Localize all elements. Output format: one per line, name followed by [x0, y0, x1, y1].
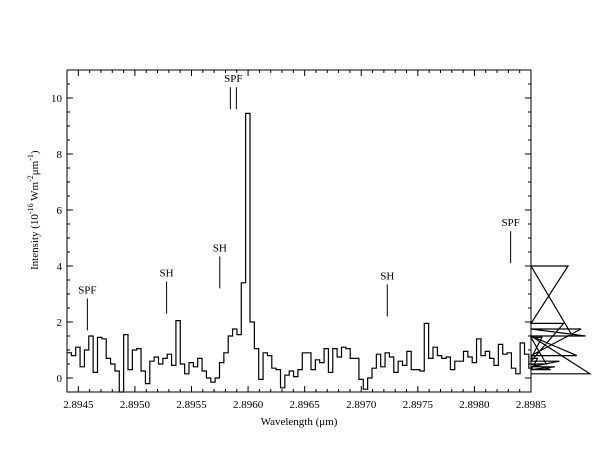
annotation-label: SH — [213, 242, 227, 254]
annotation-label: SPF — [501, 217, 519, 229]
x-axis-label: Wavelength (μm) — [261, 416, 338, 428]
x-tick-label: 2.8960 — [233, 399, 264, 411]
y-tick-label: 2 — [57, 317, 63, 329]
x-tick-label: 2.8980 — [459, 399, 490, 411]
annotation-layer: SPF SH SH SPF SH SPF — [78, 73, 520, 331]
x-tick-label: 2.8975 — [403, 399, 434, 411]
x-tick-label: 2.8965 — [290, 399, 321, 411]
annotation-label: SH — [380, 270, 394, 282]
annotation-label: SPF — [78, 284, 96, 296]
y-axis-label: Intensity (10-16 Wm-2μm-1) — [26, 150, 41, 270]
y-tick-label: 6 — [57, 205, 63, 217]
x-tick-label: 2.8950 — [120, 399, 151, 411]
x-tick-label: 2.8945 — [63, 399, 94, 411]
x-tick-label: 2.8955 — [176, 399, 207, 411]
x-tick-label: 2.8970 — [346, 399, 377, 411]
spectrum-step-line-0 — [67, 112, 592, 393]
tick-layer: 2.8945 2.8950 2.8955 2.8960 2.8965 2.8970 2.89… — [51, 69, 547, 411]
y-tick-label: 10 — [51, 93, 63, 105]
y-tick-label: 0 — [57, 373, 63, 385]
data-layer — [67, 112, 592, 393]
y-tick-label: 8 — [57, 149, 63, 161]
x-tick-label: 2.8985 — [516, 399, 547, 411]
annotation-label: SH — [160, 268, 174, 280]
annotation-label: SPF — [224, 73, 242, 85]
y-tick-label: 4 — [57, 261, 63, 273]
plot-frame — [66, 69, 532, 393]
